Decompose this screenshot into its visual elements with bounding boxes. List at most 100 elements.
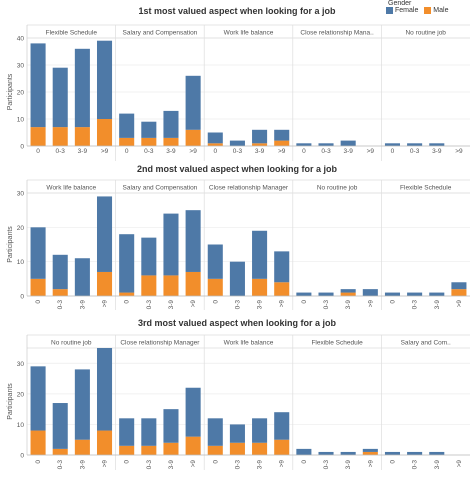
bar-segment-male	[207, 278, 223, 296]
panel-header-label: Close relationship Manager	[209, 185, 289, 192]
bar-segment-female	[96, 348, 113, 431]
x-tick-label: 0-3	[57, 460, 64, 470]
y-tick-label: 0	[20, 294, 24, 301]
y-axis-label: Participants	[7, 73, 14, 110]
legend-title: Gender	[388, 0, 412, 7]
x-tick-label: 0	[35, 460, 42, 464]
y-axis-label: Participants	[7, 383, 14, 420]
bar-segment-male	[30, 430, 46, 455]
bar-segment-female	[52, 403, 68, 449]
legend-item-male[interactable]: Male	[424, 7, 448, 14]
y-axis-label: Participants	[7, 226, 14, 263]
x-tick-label: >9	[279, 460, 286, 468]
bar-segment-male	[163, 137, 179, 146]
x-tick-label: 3-9	[255, 148, 265, 155]
bar-segment-female	[229, 261, 245, 296]
bar-segment-male	[252, 143, 268, 146]
bar-segment-female	[30, 43, 46, 128]
x-tick-label: 0-3	[56, 148, 66, 155]
x-tick-label: 0-3	[144, 148, 154, 155]
bar-segment-male	[362, 451, 378, 455]
x-tick-label: 0-3	[234, 460, 241, 470]
y-tick-label: 30	[17, 191, 25, 198]
panel-header-label: Work life balance	[224, 340, 274, 347]
x-tick-label: 3-9	[434, 300, 441, 310]
x-tick-label: 0	[124, 460, 131, 464]
bar-segment-male	[119, 292, 135, 296]
bar-segment-female	[362, 448, 378, 452]
bar-segment-male	[52, 127, 68, 146]
x-tick-label: >9	[455, 148, 463, 155]
x-tick-label: 0	[301, 460, 308, 464]
panel-header-label: Salary and Compensation	[123, 185, 198, 192]
bar-segment-male	[52, 289, 68, 296]
bar-segment-female	[229, 140, 245, 146]
x-tick-label: >9	[190, 460, 197, 468]
bar-segment-male	[30, 127, 46, 146]
bar-segment-male	[229, 442, 245, 455]
bar-segment-female	[252, 230, 268, 279]
y-tick-label: 40	[17, 36, 25, 43]
bar-segment-female	[407, 143, 423, 146]
panel-header-label: Close relationship Manager	[120, 340, 200, 347]
x-tick-label: 0	[302, 148, 306, 155]
x-tick-label: 0-3	[412, 300, 419, 310]
bar-segment-female	[185, 75, 201, 130]
y-tick-label: 20	[17, 391, 25, 398]
bar-segment-male	[185, 271, 201, 296]
y-tick-label: 10	[17, 422, 25, 429]
x-tick-label: >9	[456, 300, 463, 308]
bar-segment-male	[96, 271, 113, 296]
bar-segment-male	[274, 439, 290, 455]
bar-segment-female	[451, 282, 467, 290]
x-tick-label: >9	[189, 148, 197, 155]
bar-segment-male	[52, 448, 68, 455]
bar-segment-female	[274, 129, 290, 141]
x-tick-label: 0	[391, 148, 395, 155]
bar-segment-female	[340, 140, 356, 146]
bar-segment-female	[429, 292, 445, 296]
bar-segment-female	[407, 292, 423, 296]
bar-segment-male	[185, 129, 201, 146]
bar-segment-female	[141, 121, 157, 138]
bar-segment-female	[384, 292, 401, 296]
x-tick-label: 0	[124, 300, 131, 304]
bar-segment-female	[252, 418, 268, 443]
bar-segment-female	[163, 110, 179, 138]
x-tick-label: 0-3	[323, 460, 330, 470]
x-tick-label: 0	[35, 300, 42, 304]
panel-header-label: Flexible Schedule	[46, 30, 98, 37]
x-tick-label: >9	[190, 300, 197, 308]
bar-segment-female	[52, 254, 68, 290]
bar-segment-female	[274, 251, 290, 283]
y-tick-label: 20	[17, 225, 25, 232]
y-tick-label: 0	[20, 144, 24, 151]
bar-segment-female	[296, 143, 312, 146]
bar-segment-male	[451, 289, 467, 296]
x-tick-label: 0-3	[146, 460, 153, 470]
x-tick-label: 0	[301, 300, 308, 304]
bar-segment-male	[207, 143, 223, 146]
x-tick-label: 3-9	[257, 300, 264, 310]
bar-segment-female	[318, 292, 334, 296]
bar-segment-male	[274, 282, 290, 296]
legend-item-female[interactable]: Female	[386, 7, 418, 14]
bar-segment-male	[119, 445, 135, 455]
bar-segment-male	[141, 445, 157, 455]
bar-segment-male	[30, 278, 46, 296]
legend: Gender Female Male	[386, 0, 466, 16]
bar-segment-male	[141, 137, 157, 146]
x-tick-label: 3-9	[168, 460, 175, 470]
x-tick-label: 0	[212, 460, 219, 464]
legend-swatch-male	[424, 7, 432, 14]
bar-segment-male	[252, 442, 268, 455]
panel-header-label: No routine job	[317, 185, 358, 192]
chart-title: 2nd most valued aspect when looking for …	[137, 164, 338, 174]
x-tick-label: 0	[389, 460, 396, 464]
bar-segment-female	[340, 289, 356, 293]
bar-segment-female	[429, 451, 445, 455]
bar-segment-female	[141, 237, 157, 276]
legend-label-male: Male	[433, 7, 449, 14]
